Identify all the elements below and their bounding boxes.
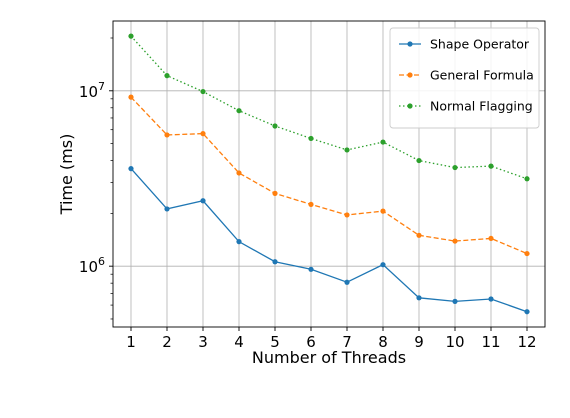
x-tick-label: 1 <box>126 333 136 351</box>
y-tick-label: 106 <box>79 255 105 276</box>
series-2-point <box>272 190 278 196</box>
y-tick-base: 10 <box>79 258 98 276</box>
x-tick-label: 5 <box>270 333 280 351</box>
series-2-point <box>128 94 134 100</box>
series-3-point <box>488 163 494 169</box>
legend-marker-3 <box>407 103 413 109</box>
series-3-point <box>272 123 278 129</box>
series-2-point <box>452 238 458 244</box>
series-1-point <box>272 259 278 265</box>
series-2-point <box>200 131 206 137</box>
plot-frame <box>112 20 546 328</box>
series-1-point <box>416 295 422 301</box>
series-3-point <box>308 135 314 142</box>
x-tick-label: 12 <box>517 333 536 351</box>
series-2-point <box>236 170 242 176</box>
legend: Shape Operator General Formula Normal Flag… <box>389 27 540 129</box>
x-tick-label: 7 <box>342 333 352 351</box>
x-tick-label: 4 <box>234 333 244 351</box>
series-1-point <box>164 206 170 212</box>
series-3-point <box>524 176 530 182</box>
series-3-point <box>200 88 206 95</box>
series-line-1 <box>130 168 528 313</box>
series-1-point <box>524 309 530 315</box>
y-tick-exponent: 6 <box>98 255 105 268</box>
x-tick-label: 11 <box>481 333 500 351</box>
series-1-point <box>128 166 134 172</box>
series-2-point <box>488 235 494 242</box>
series-2-point <box>164 132 170 138</box>
x-axis-label: Number of Threads <box>252 348 406 367</box>
x-axis: 1 2 3 4 5 6 7 8 9 10 11 12 <box>126 327 537 351</box>
series-3-point <box>236 108 242 114</box>
series-1-point <box>236 239 242 245</box>
x-tick-label: 8 <box>378 333 388 351</box>
y-tick-label: 107 <box>79 80 105 101</box>
series-1-point <box>308 266 314 272</box>
legend-marker-1 <box>407 41 413 47</box>
series-3-point <box>128 33 134 39</box>
series-2-point <box>344 212 350 218</box>
x-tick-label: 2 <box>162 333 172 351</box>
y-axis-label: Time (ms) <box>57 134 76 216</box>
y-tick-exponent: 7 <box>98 80 105 93</box>
legend-label-3: Normal Flagging <box>430 99 533 114</box>
x-tick-label: 3 <box>198 333 208 351</box>
y-tick-base: 10 <box>79 83 98 101</box>
series-3-point <box>164 73 170 79</box>
series-1-point <box>380 262 386 268</box>
x-tick-label: 10 <box>445 333 464 351</box>
series-1-point <box>200 198 206 204</box>
series-2-point <box>416 232 422 238</box>
series-1-point <box>488 296 494 302</box>
x-tick-label: 9 <box>414 333 424 351</box>
series-3-point <box>416 157 422 164</box>
series-2-point <box>308 201 314 208</box>
legend-marker-2 <box>407 72 413 78</box>
x-tick-label: 6 <box>306 333 316 351</box>
series-3-point <box>380 139 386 145</box>
series-3-point <box>452 164 458 171</box>
legend-label-1: Shape Operator <box>430 37 530 52</box>
legend-box <box>389 27 540 129</box>
series-1-point <box>344 279 350 285</box>
legend-label-2: General Formula <box>430 68 534 83</box>
series-3-point <box>344 147 350 153</box>
series-layer <box>128 33 530 315</box>
series-1-point <box>452 298 458 304</box>
series-line-3 <box>130 35 528 180</box>
series-2-point <box>380 208 386 214</box>
series-2-point <box>524 250 530 257</box>
